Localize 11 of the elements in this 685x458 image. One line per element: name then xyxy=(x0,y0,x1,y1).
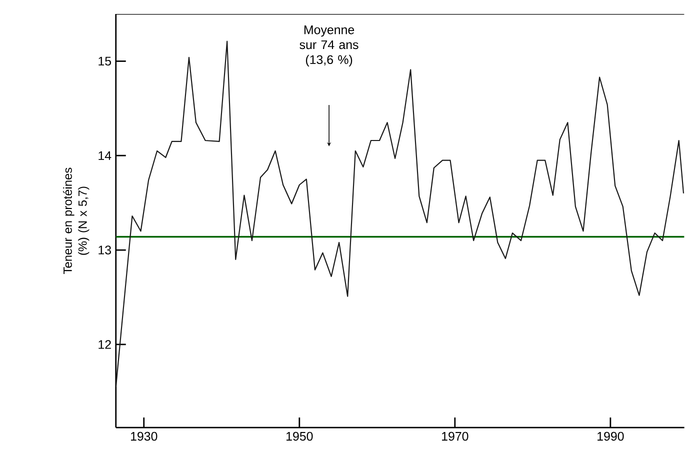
y-tick-label: 13 xyxy=(98,246,111,255)
x-tick-label: 1950 xyxy=(286,432,313,441)
y-tick-label: 15 xyxy=(98,57,112,66)
x-tick-label: 1970 xyxy=(442,432,468,441)
x-tick-label: 1930 xyxy=(130,432,158,441)
y-axis-title: Teneur en protéines (%) (N x 5,7) xyxy=(63,168,90,274)
y-tick-label: 14 xyxy=(98,152,112,160)
line-series xyxy=(116,41,684,388)
annotation: Moyenne sur 74 ans (13,6 %) xyxy=(300,26,358,67)
y-tick-label: 12 xyxy=(98,340,111,350)
x-tick-label: 1990 xyxy=(598,432,624,441)
